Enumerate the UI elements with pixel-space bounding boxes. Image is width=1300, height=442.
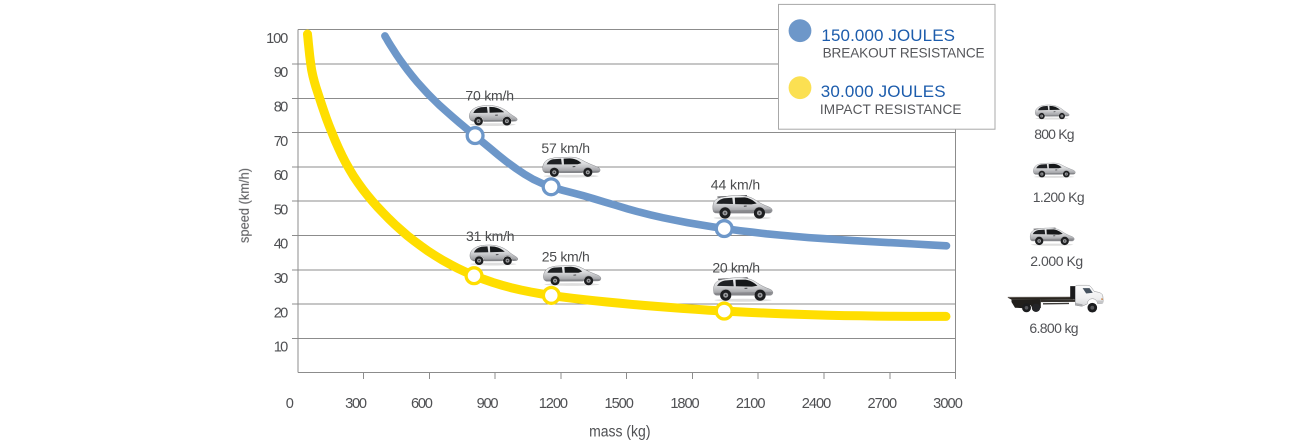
- svg-text:300: 300: [345, 396, 367, 412]
- svg-text:IMPACT RESISTANCE: IMPACT RESISTANCE: [820, 102, 962, 117]
- svg-text:30: 30: [274, 271, 289, 287]
- svg-text:70 km/h: 70 km/h: [465, 87, 514, 103]
- svg-text:mass (kg): mass (kg): [589, 424, 650, 441]
- svg-text:100: 100: [266, 31, 288, 47]
- svg-text:2.000 Kg: 2.000 Kg: [1030, 253, 1083, 269]
- svg-text:900: 900: [477, 396, 499, 412]
- svg-text:800 Kg: 800 Kg: [1034, 126, 1074, 142]
- svg-text:1500: 1500: [605, 396, 634, 412]
- svg-text:40: 40: [274, 237, 289, 253]
- svg-text:20: 20: [274, 305, 289, 321]
- svg-text:80: 80: [274, 100, 289, 116]
- svg-text:2700: 2700: [868, 396, 898, 412]
- svg-text:1800: 1800: [670, 396, 699, 412]
- svg-text:speed (km/h): speed (km/h): [236, 168, 252, 243]
- svg-text:2400: 2400: [802, 396, 832, 412]
- svg-text:25 km/h: 25 km/h: [542, 249, 590, 265]
- svg-text:6.800 kg: 6.800 kg: [1029, 320, 1078, 336]
- svg-text:70: 70: [274, 134, 289, 150]
- svg-text:2100: 2100: [736, 396, 766, 412]
- svg-text:30.000 JOULES: 30.000 JOULES: [821, 82, 946, 101]
- svg-text:90: 90: [274, 65, 289, 81]
- svg-text:31 km/h: 31 km/h: [466, 228, 515, 244]
- svg-text:57 km/h: 57 km/h: [541, 140, 590, 156]
- svg-text:44 km/h: 44 km/h: [711, 177, 761, 193]
- svg-text:20 km/h: 20 km/h: [712, 259, 760, 275]
- svg-text:0: 0: [286, 396, 294, 412]
- svg-text:10: 10: [274, 340, 289, 356]
- svg-text:50: 50: [274, 202, 289, 218]
- svg-text:1.200 Kg: 1.200 Kg: [1033, 189, 1085, 205]
- svg-text:600: 600: [411, 396, 433, 412]
- svg-text:60: 60: [274, 168, 289, 184]
- svg-text:BREAKOUT RESISTANCE: BREAKOUT RESISTANCE: [823, 45, 985, 60]
- svg-text:1200: 1200: [539, 396, 568, 412]
- svg-text:150.000 JOULES: 150.000 JOULES: [821, 26, 955, 45]
- svg-text:3000: 3000: [933, 396, 963, 412]
